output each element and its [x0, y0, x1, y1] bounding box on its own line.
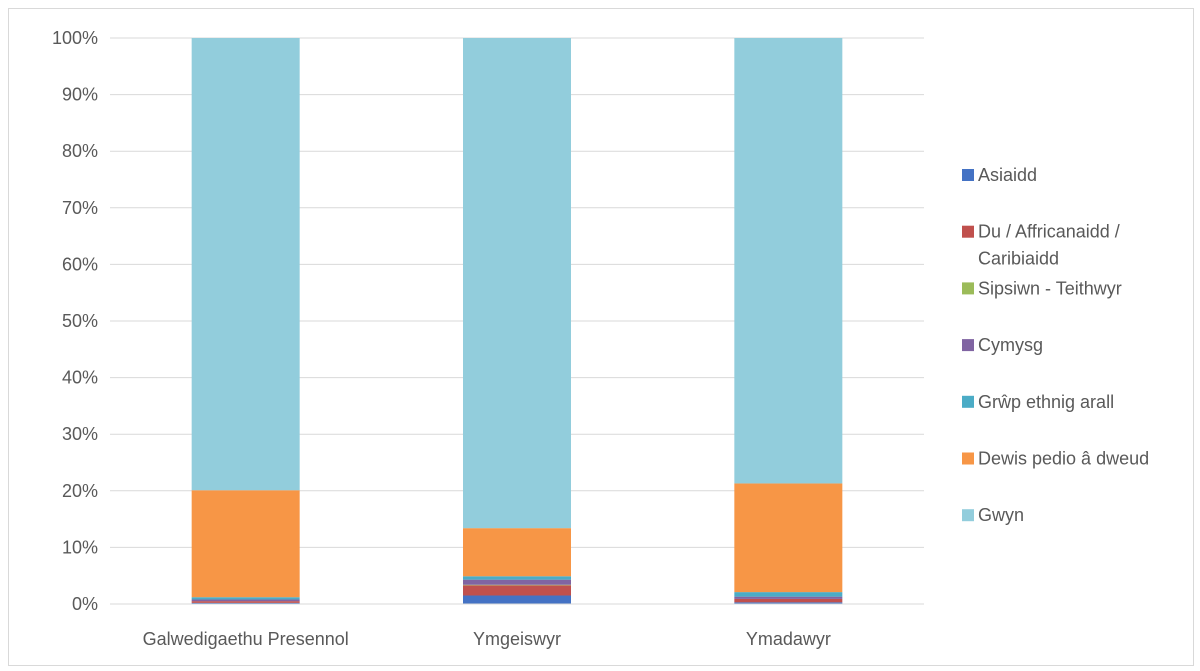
- legend-swatch: [962, 452, 974, 465]
- y-tick-label: 10%: [62, 537, 98, 557]
- legend-swatch: [962, 282, 974, 295]
- legend-label: Cymysg: [978, 335, 1043, 355]
- bar-segment: [463, 595, 571, 604]
- x-category-label: Galwedigaethu Presennol: [143, 629, 349, 649]
- bar-segment: [191, 601, 300, 603]
- bar-segment: [463, 38, 571, 529]
- legend-label: Gwyn: [978, 505, 1024, 525]
- y-tick-label: 100%: [52, 28, 98, 48]
- bar-segment: [734, 598, 843, 603]
- y-tick-label: 80%: [62, 141, 98, 161]
- legend-swatch: [962, 395, 974, 408]
- legend-swatch: [962, 339, 974, 352]
- bar-segment: [463, 528, 571, 577]
- y-axis-tick-labels: 0% 10% 20% 30% 40% 50% 60% 70% 80% 90% 100%: [52, 28, 98, 614]
- y-tick-label: 60%: [62, 254, 98, 274]
- y-tick-label: 90%: [62, 85, 98, 105]
- y-tick-label: 0%: [72, 594, 98, 614]
- legend-swatch: [962, 225, 974, 238]
- bar-segment: [191, 38, 300, 491]
- y-tick-label: 40%: [62, 368, 98, 388]
- bar-segment: [191, 490, 300, 598]
- legend-label: Sipsiwn - Teithwyr: [978, 278, 1122, 298]
- bar-segment: [734, 483, 843, 593]
- bar-segment: [734, 602, 843, 604]
- y-tick-label: 50%: [62, 311, 98, 331]
- bar-segment: [191, 599, 300, 602]
- legend-label: Dewis pedio â dweud: [978, 449, 1149, 469]
- bar-segment: [734, 38, 843, 484]
- y-tick-label: 70%: [62, 198, 98, 218]
- bar-segment: [191, 597, 300, 600]
- x-category-label: Ymgeiswyr: [473, 629, 561, 649]
- bar-segment: [463, 576, 571, 580]
- legend-swatch: [962, 169, 974, 181]
- x-axis: Galwedigaethu Presennol Ymgeiswyr Ymadawyr: [110, 603, 924, 649]
- legend-label: Asiaidd: [978, 165, 1037, 185]
- legend: Asiaidd Du / Affricanaidd / Caribiaidd Sips…: [962, 165, 1149, 525]
- y-tick-label: 30%: [62, 424, 98, 444]
- bar-segment: [463, 584, 571, 586]
- bar-segment: [463, 585, 571, 596]
- y-tick-label: 20%: [62, 481, 98, 501]
- x-category-label: Ymadawyr: [746, 629, 831, 649]
- legend-label: Du / Affricanaidd / Caribiaidd: [978, 222, 1120, 269]
- bars: [191, 38, 843, 604]
- bar-segment: [734, 596, 843, 599]
- legend-label: Grŵp ethnig arall: [978, 392, 1114, 412]
- legend-swatch: [962, 509, 974, 522]
- bar-segment: [734, 592, 843, 597]
- bar-segment: [191, 602, 300, 604]
- bar-segment: [463, 579, 571, 585]
